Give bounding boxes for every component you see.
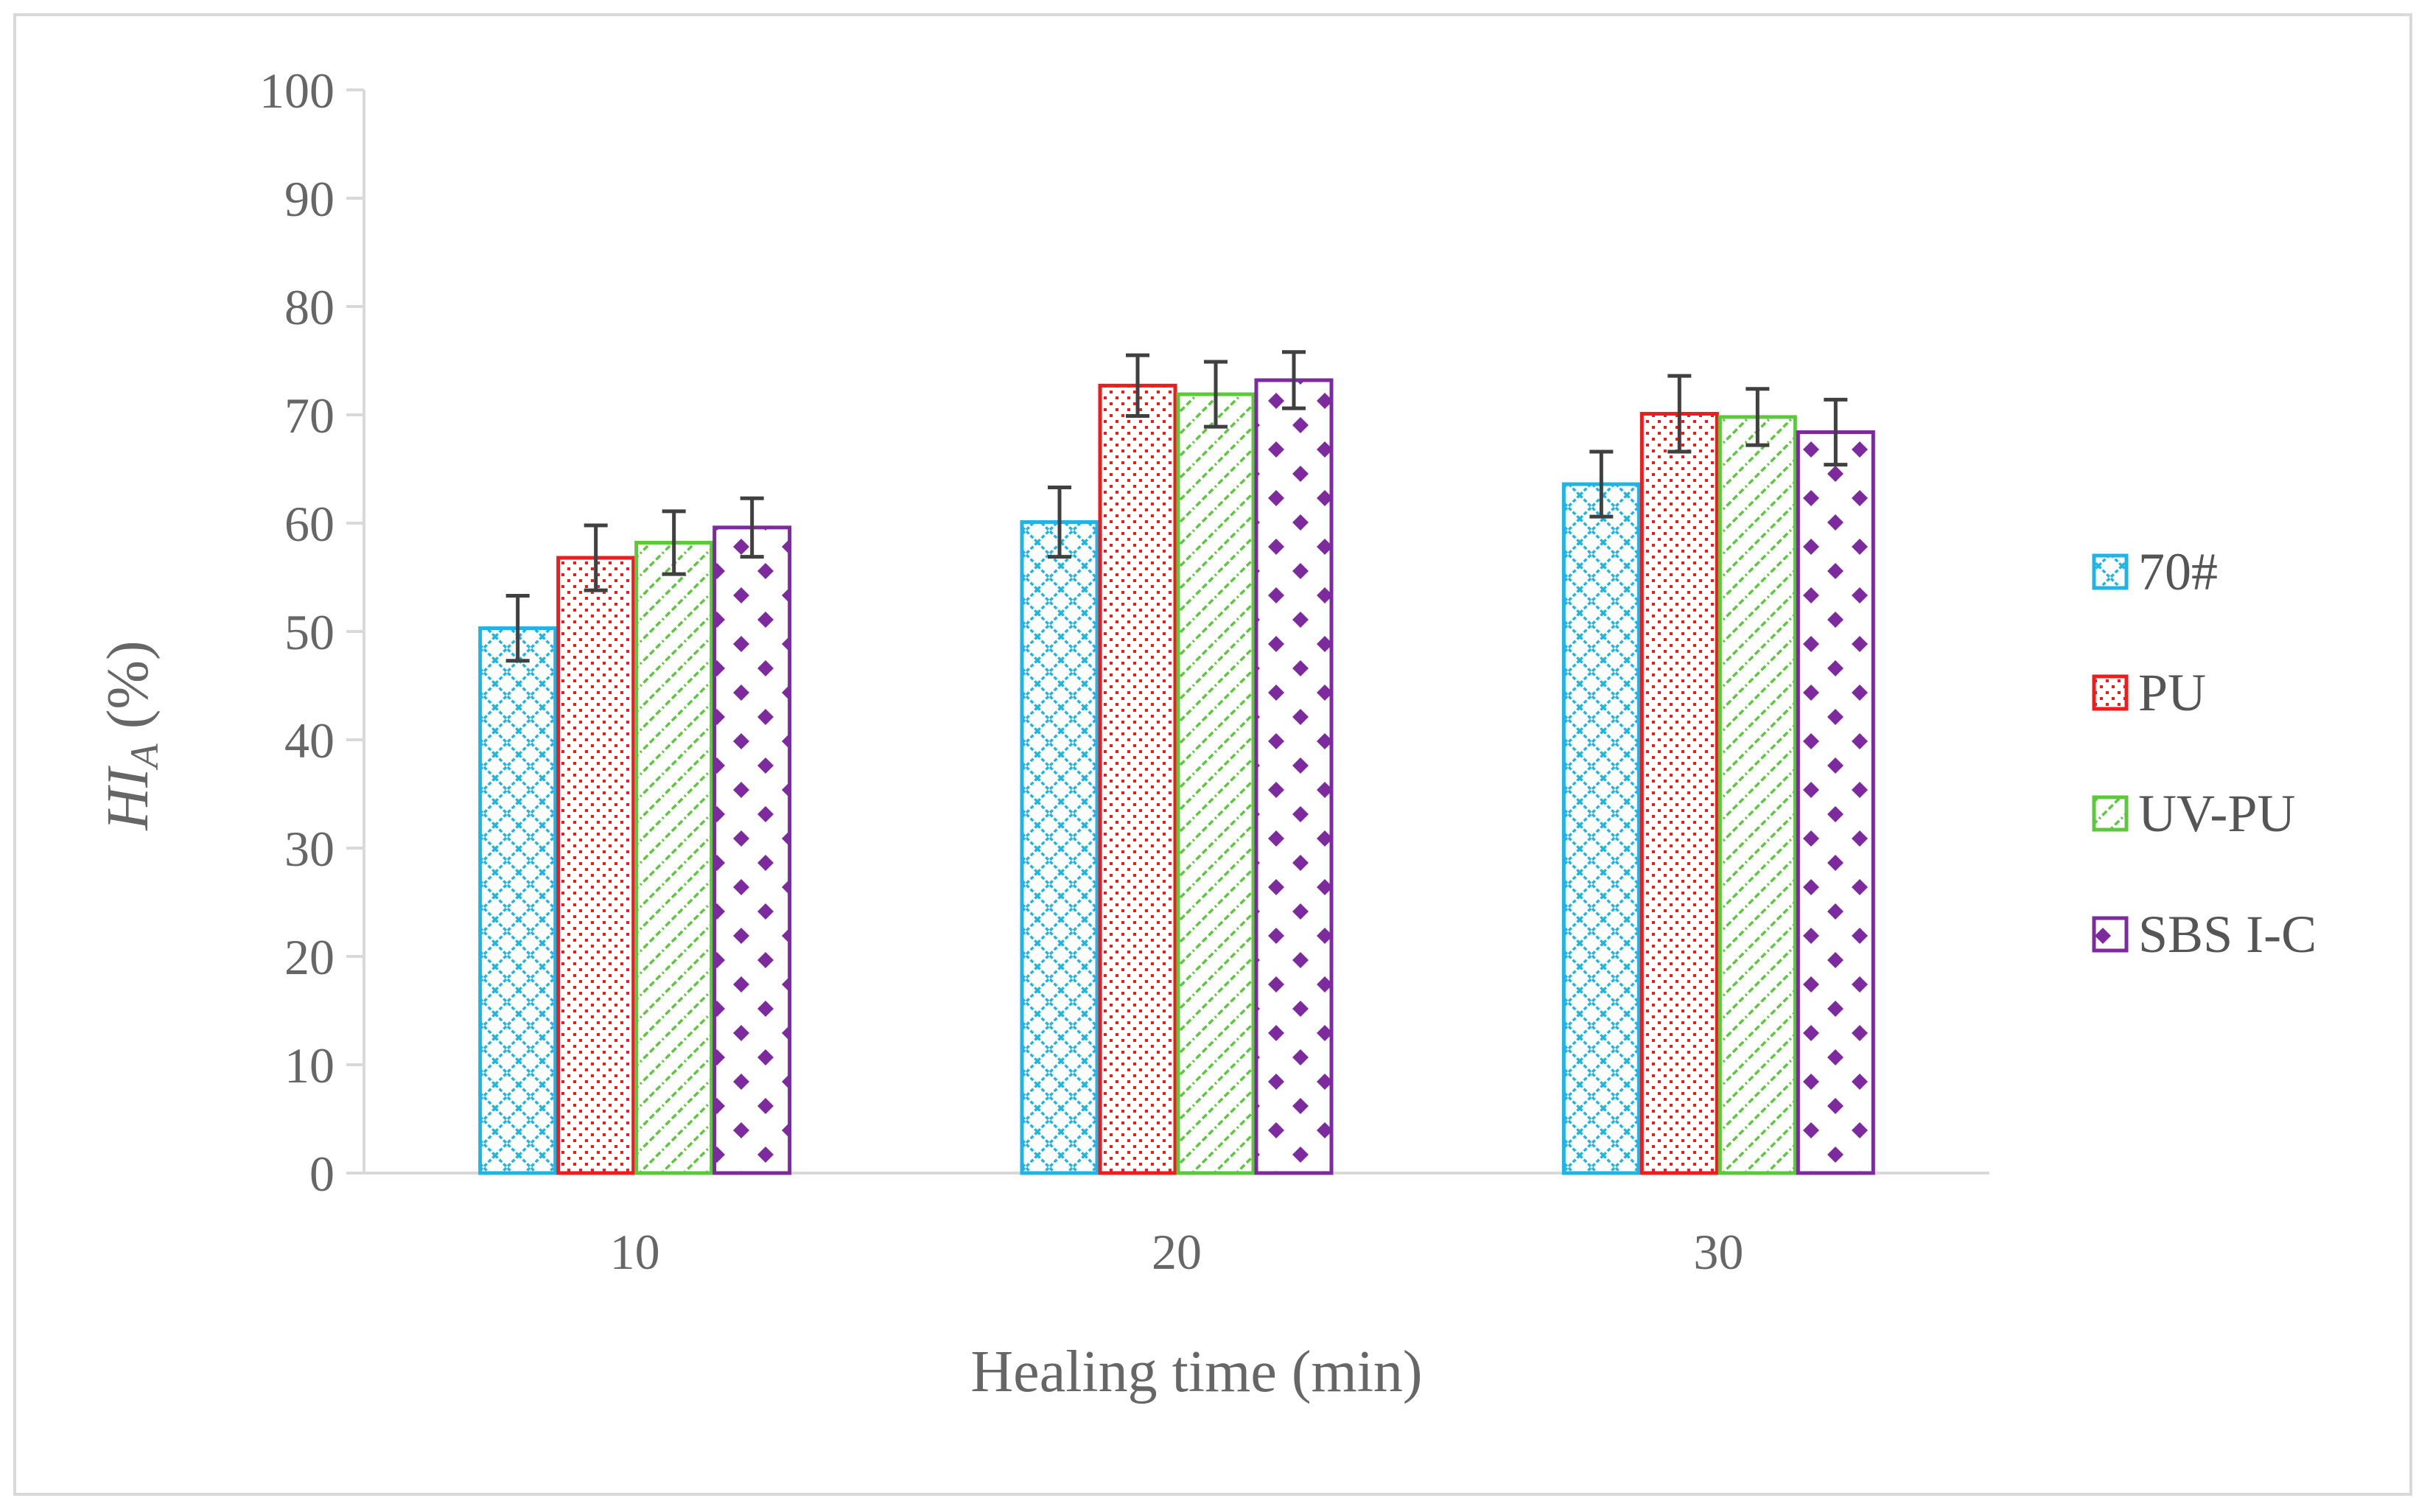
y-tick-label: 20 (284, 929, 335, 985)
legend: 70# PU UV-PU SBS I-C (2092, 542, 2317, 964)
error-bar (1282, 350, 1306, 410)
y-tick-label: 30 (284, 821, 335, 877)
bar-pu-30 (1639, 412, 1719, 1175)
error-bar (1589, 449, 1614, 519)
y-axis-title-main: HI (96, 766, 161, 831)
y-tick-label: 60 (284, 496, 335, 552)
error-bar (1126, 353, 1149, 418)
bar-uv-pu-20 (1176, 392, 1256, 1175)
bar-sbs-i-c-30 (1796, 430, 1875, 1175)
legend-label: PU (2138, 663, 2206, 722)
bar-uv-pu-30 (1718, 415, 1797, 1175)
error-bar (584, 523, 608, 592)
error-bar (662, 509, 686, 576)
bar-uv-pu-10 (634, 540, 714, 1175)
y-tick-label: 90 (284, 171, 335, 227)
error-bar (1667, 374, 1692, 454)
y-tick-label: 0 (309, 1146, 335, 1202)
legend-item: 70# (2092, 542, 2218, 601)
legend-swatch (2092, 674, 2129, 711)
y-tick-label: 10 (284, 1037, 335, 1093)
error-bar (740, 496, 764, 559)
error-bar (1824, 397, 1848, 467)
y-tick-label: 100 (259, 63, 335, 119)
legend-label: UV-PU (2138, 784, 2295, 843)
y-ticks: 0 10 20 30 40 50 60 70 80 90 100 (259, 63, 364, 1202)
bar-70--30 (1561, 482, 1641, 1175)
y-tick-label: 40 (284, 713, 335, 769)
error-bar (1204, 360, 1228, 429)
error-bar (1048, 485, 1071, 559)
legend-label: SBS I-C (2138, 905, 2317, 964)
bar-sbs-i-c-10 (712, 525, 792, 1175)
legend-swatch (2092, 795, 2129, 832)
x-tick-label: 20 (1152, 1224, 1202, 1280)
legend-swatch (2092, 553, 2129, 590)
y-tick-label: 70 (284, 388, 335, 444)
x-axis-title: Healing time (min) (970, 1340, 1422, 1404)
legend-item: PU (2092, 663, 2206, 722)
bar-sbs-i-c-20 (1254, 378, 1334, 1175)
bar-70--10 (478, 626, 558, 1175)
x-tick-label: 30 (1693, 1224, 1743, 1280)
x-tick-label: 10 (610, 1224, 660, 1280)
x-tick-labels: 10 20 30 (610, 1224, 1744, 1280)
bar-pu-20 (1098, 383, 1177, 1175)
bar-70--20 (1020, 520, 1099, 1175)
error-bars (505, 350, 1848, 663)
legend-label: 70# (2138, 542, 2218, 601)
bars (478, 378, 1875, 1175)
error-bar (505, 593, 530, 663)
y-axis-title-sub: A (122, 743, 167, 770)
legend-item: SBS I-C (2092, 905, 2317, 964)
y-tick-label: 50 (284, 604, 335, 660)
y-tick-label: 80 (284, 279, 335, 335)
bar-pu-10 (556, 556, 636, 1175)
y-axis-title: HIA (%) (96, 640, 167, 830)
error-bar (1746, 387, 1770, 447)
legend-item: UV-PU (2092, 784, 2295, 843)
legend-swatch (2092, 916, 2129, 953)
y-axis-title-unit: (%) (96, 640, 161, 743)
